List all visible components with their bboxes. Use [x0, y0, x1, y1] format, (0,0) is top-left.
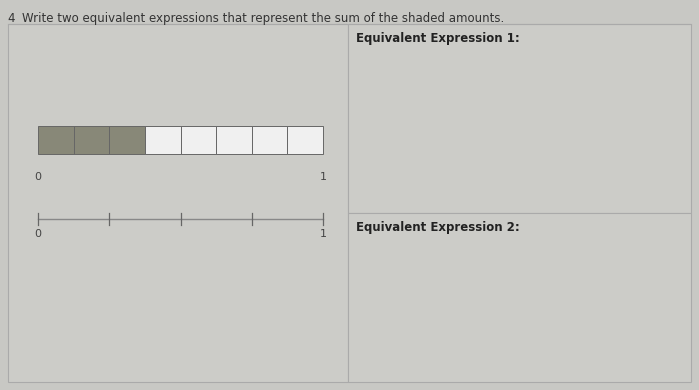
- Bar: [348, 213, 691, 382]
- Text: Equivalent Expression 1:: Equivalent Expression 1:: [356, 32, 520, 45]
- Bar: [38, 126, 73, 154]
- Bar: [252, 126, 287, 154]
- Bar: [348, 24, 691, 213]
- Bar: [287, 126, 323, 154]
- Bar: [145, 126, 180, 154]
- Bar: [109, 126, 145, 154]
- Text: Write two equivalent expressions that represent the sum of the shaded amounts.: Write two equivalent expressions that re…: [22, 12, 504, 25]
- Text: 4: 4: [7, 12, 15, 25]
- Bar: [180, 126, 216, 154]
- Text: Equivalent Expression 2:: Equivalent Expression 2:: [356, 221, 520, 234]
- Text: 1: 1: [319, 229, 326, 239]
- Bar: [8, 24, 348, 382]
- Bar: [73, 126, 109, 154]
- Text: 1: 1: [319, 172, 326, 182]
- Text: 0: 0: [34, 172, 41, 182]
- Bar: [216, 126, 252, 154]
- Text: 0: 0: [34, 229, 41, 239]
